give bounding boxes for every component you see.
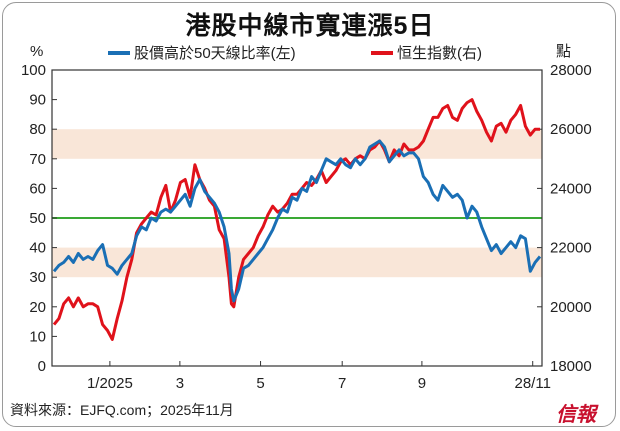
- legend-entry: 恒生指數(右): [397, 45, 482, 62]
- left-tick-label: 0: [38, 358, 46, 375]
- x-tick-label: 5: [256, 375, 264, 392]
- series-line-breadth: [52, 139, 542, 303]
- left-tick-label: 70: [29, 151, 46, 168]
- chart-title: 港股中線市寬連漲5日: [185, 12, 435, 40]
- left-tick-label: 10: [29, 328, 46, 345]
- left-tick-label: 90: [29, 92, 46, 109]
- right-axis: 18000 20000 22000 24000 26000 28000: [537, 62, 592, 375]
- x-tick-label: 28/11: [514, 375, 550, 392]
- left-axis: 0 10 20 30 40 50 60 70 80 90 100: [21, 62, 57, 375]
- right-tick-label: 24000: [550, 180, 592, 197]
- left-tick-label: 60: [29, 180, 46, 197]
- left-tick-label: 30: [29, 269, 46, 286]
- right-tick-label: 22000: [550, 240, 592, 257]
- right-tick-label: 26000: [550, 121, 592, 138]
- source-note: 資料來源：EJFQ.com；2025年11月: [10, 402, 234, 418]
- legend-entry: 股價高於50天線比率(左): [134, 45, 296, 62]
- right-tick-label: 18000: [550, 358, 592, 375]
- right-tick-label: 20000: [550, 299, 592, 316]
- x-tick-label: 7: [338, 375, 346, 392]
- left-tick-label: 20: [29, 299, 46, 316]
- left-tick-label: 40: [29, 240, 46, 257]
- series-lines: [52, 98, 542, 341]
- shaded-bands: [52, 129, 542, 278]
- left-tick-label: 80: [29, 121, 46, 138]
- x-tick-label: 1/2025: [87, 375, 133, 392]
- chart-frame: [2, 2, 616, 427]
- right-tick-label: 28000: [550, 62, 592, 79]
- x-tick-label: 9: [418, 375, 426, 392]
- left-tick-label: 50: [29, 210, 46, 227]
- legend: 股價高於50天線比率(左) 恒生指數(右): [108, 45, 482, 62]
- publisher-logo: 信報: [556, 402, 596, 426]
- left-tick-label: 100: [21, 62, 46, 79]
- band-70-80: [52, 129, 542, 159]
- x-tick-label: 3: [176, 375, 184, 392]
- left-axis-unit: %: [30, 43, 43, 60]
- right-axis-unit: 點: [556, 43, 571, 60]
- x-axis: 1/2025 3 5 7 9 28/11: [87, 361, 551, 392]
